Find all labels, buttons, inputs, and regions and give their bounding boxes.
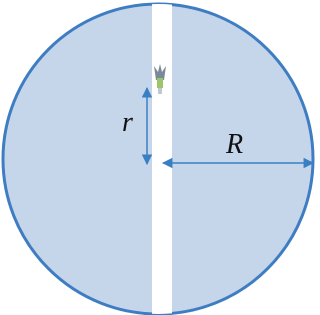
diagram: r R xyxy=(0,0,316,315)
page: {"labels": {"small_radius": "r", "large_… xyxy=(0,0,316,315)
R-label: R xyxy=(225,129,243,160)
white-strip xyxy=(152,0,172,315)
r-label: r xyxy=(122,107,133,138)
